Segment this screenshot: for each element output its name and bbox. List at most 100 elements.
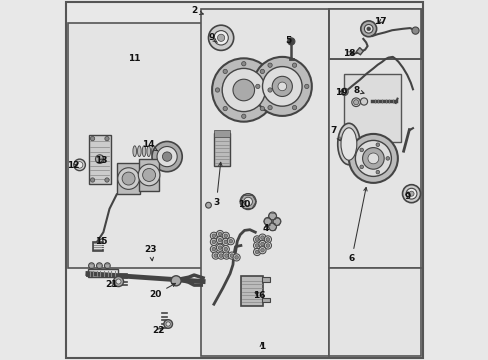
Circle shape [216, 230, 223, 238]
Text: 14: 14 [142, 140, 157, 151]
Circle shape [74, 159, 85, 171]
Text: 3: 3 [213, 162, 222, 207]
Circle shape [212, 240, 215, 244]
Circle shape [292, 105, 296, 110]
Circle shape [212, 252, 219, 259]
Circle shape [163, 320, 172, 328]
Circle shape [104, 136, 109, 141]
Circle shape [359, 148, 363, 152]
Circle shape [228, 239, 232, 243]
Circle shape [208, 25, 233, 50]
Circle shape [232, 254, 240, 261]
Bar [89, 135, 110, 184]
Bar [139, 159, 159, 191]
Circle shape [104, 263, 110, 269]
Circle shape [217, 252, 224, 259]
Circle shape [253, 248, 260, 256]
Circle shape [272, 217, 280, 225]
Bar [117, 163, 140, 194]
Circle shape [406, 188, 416, 199]
Circle shape [277, 82, 286, 91]
Polygon shape [355, 48, 363, 55]
Circle shape [210, 232, 217, 239]
Circle shape [171, 276, 181, 286]
Circle shape [222, 238, 229, 246]
Circle shape [162, 152, 171, 161]
Circle shape [222, 232, 229, 239]
Circle shape [287, 38, 294, 45]
Text: 21: 21 [105, 280, 117, 289]
Circle shape [364, 24, 372, 33]
Circle shape [213, 31, 228, 45]
Circle shape [216, 237, 223, 244]
Circle shape [224, 234, 227, 238]
Text: 13: 13 [95, 156, 107, 165]
Ellipse shape [156, 146, 160, 157]
Circle shape [375, 143, 379, 147]
Text: 5: 5 [285, 36, 291, 45]
Ellipse shape [340, 128, 356, 160]
Circle shape [157, 147, 177, 167]
Circle shape [362, 148, 384, 169]
Text: 19: 19 [334, 88, 346, 97]
Circle shape [292, 63, 296, 67]
Circle shape [241, 62, 245, 66]
Circle shape [359, 165, 363, 169]
Circle shape [166, 322, 170, 326]
Circle shape [224, 247, 227, 251]
Circle shape [360, 21, 376, 37]
Bar [328, 59, 420, 268]
Circle shape [260, 107, 264, 111]
Circle shape [253, 242, 260, 249]
Circle shape [258, 240, 265, 248]
Circle shape [258, 247, 265, 254]
Circle shape [222, 246, 229, 253]
Circle shape [260, 69, 264, 73]
Circle shape [366, 27, 370, 31]
Circle shape [232, 79, 254, 101]
Bar [213, 130, 230, 137]
Circle shape [255, 238, 258, 241]
Circle shape [212, 247, 215, 251]
Circle shape [267, 88, 272, 92]
Text: 22: 22 [152, 326, 165, 335]
Bar [213, 133, 230, 166]
Circle shape [260, 242, 264, 246]
Bar [93, 242, 103, 251]
Circle shape [340, 88, 347, 95]
Circle shape [260, 236, 264, 239]
Circle shape [360, 98, 367, 105]
Ellipse shape [133, 146, 136, 157]
Circle shape [216, 244, 223, 251]
Bar [328, 9, 420, 59]
Circle shape [218, 246, 222, 249]
Circle shape [224, 240, 227, 244]
Circle shape [268, 212, 276, 220]
Circle shape [215, 88, 219, 92]
Ellipse shape [161, 146, 164, 157]
Bar [261, 277, 269, 282]
Circle shape [90, 178, 95, 182]
Circle shape [223, 252, 230, 259]
Circle shape [264, 236, 271, 243]
Ellipse shape [142, 146, 145, 157]
Circle shape [90, 136, 95, 141]
Circle shape [241, 114, 245, 118]
Circle shape [255, 244, 258, 247]
Circle shape [267, 105, 272, 110]
Circle shape [118, 168, 139, 189]
Bar [328, 9, 420, 59]
Circle shape [304, 84, 308, 89]
Circle shape [411, 27, 418, 34]
Circle shape [268, 223, 276, 231]
Circle shape [408, 191, 413, 196]
Text: 20: 20 [149, 283, 175, 299]
Circle shape [255, 250, 258, 254]
Circle shape [234, 256, 238, 259]
Text: 15: 15 [95, 237, 107, 246]
Circle shape [76, 162, 82, 168]
Circle shape [230, 254, 233, 257]
Bar [201, 9, 328, 356]
Circle shape [351, 98, 360, 107]
Text: 6: 6 [348, 188, 366, 263]
